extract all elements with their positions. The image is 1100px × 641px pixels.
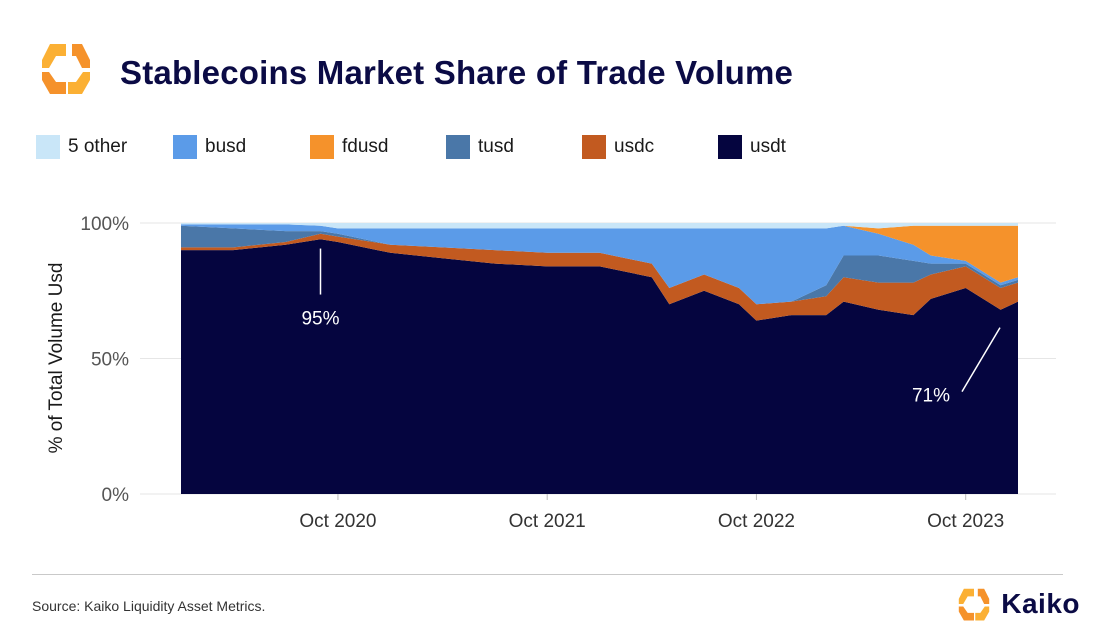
footer-divider: [32, 574, 1063, 575]
x-tick-label: Oct 2023: [927, 511, 1004, 532]
area-5-other: [181, 223, 1018, 229]
annotation-label: 95%: [301, 309, 339, 330]
legend-item-usdt[interactable]: usdt: [718, 133, 786, 161]
y-tick-label: 0%: [102, 485, 130, 506]
annotation-leader: [961, 327, 1001, 392]
chart-title: Stablecoins Market Share of Trade Volume: [120, 54, 794, 91]
legend-label: busd: [205, 136, 247, 157]
legend-swatch: [310, 135, 334, 159]
legend-item-tusd[interactable]: tusd: [446, 133, 514, 161]
stacked-area-chart: 0% 50% 100% % of Total Volume Usd Oct 2020 Oc…: [46, 214, 1056, 532]
brand-name: Kaiko: [1001, 588, 1080, 619]
legend-item-fdusd[interactable]: fdusd: [310, 133, 388, 161]
legend-label: tusd: [478, 136, 514, 157]
y-tick-label: 50%: [91, 350, 129, 371]
legend-item-busd[interactable]: busd: [173, 133, 246, 161]
header: [36, 38, 96, 98]
area-fdusd: [181, 224, 1018, 283]
area-tusd: [181, 225, 1018, 305]
x-tick-label: Oct 2021: [509, 511, 586, 532]
legend-label: usdt: [750, 136, 786, 157]
legend-item-usdc[interactable]: usdc: [582, 133, 654, 161]
legend-swatch: [582, 135, 606, 159]
legend-swatch: [446, 135, 470, 159]
kaiko-brand: Kaiko: [955, 585, 1080, 623]
area-busd: [181, 224, 1018, 305]
source-note: Source: Kaiko Liquidity Asset Metrics.: [32, 598, 266, 614]
y-tick-label: 100%: [80, 214, 129, 235]
legend-label: usdc: [614, 136, 655, 157]
legend-item-5-other[interactable]: 5 other: [36, 133, 127, 161]
x-tick-label: Oct 2020: [299, 511, 376, 532]
legend-label: 5 other: [68, 136, 128, 157]
area-usdt: [181, 239, 1018, 494]
kaiko-logo-icon: [42, 44, 90, 94]
legend-label: fdusd: [342, 136, 389, 157]
y-axis-label: % of Total Volume Usd: [46, 263, 67, 454]
legend-swatch: [36, 135, 60, 159]
x-tick-label: Oct 2022: [718, 511, 795, 532]
legend-swatch: [173, 135, 197, 159]
legend-swatch: [718, 135, 742, 159]
kaiko-brand-icon: [959, 588, 990, 621]
annotation-label: 71%: [912, 386, 950, 407]
